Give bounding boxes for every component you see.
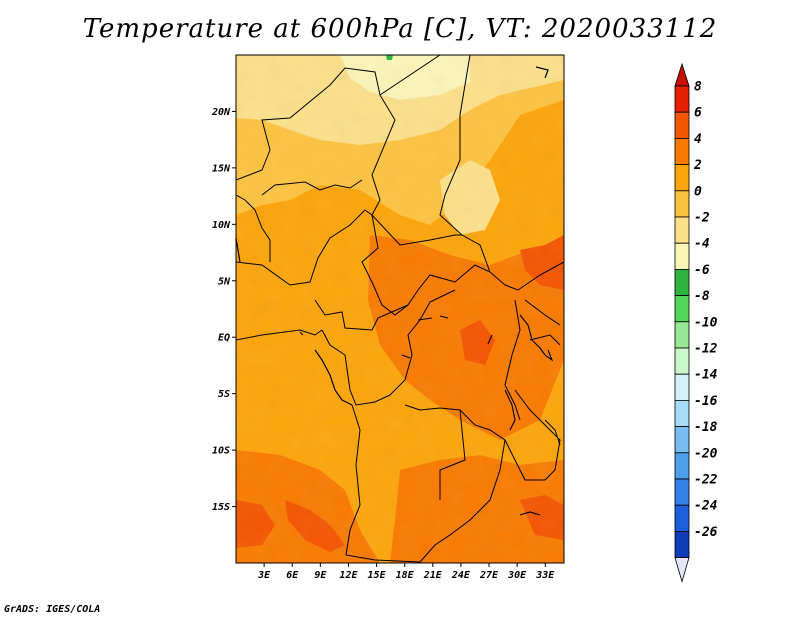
colorbar-swatch xyxy=(674,426,690,454)
colorbar: 8 6 4 2 0 -2 -4 -6 -8 -10 -12 -14 -16 -18 -20 -22 -24 -26 xyxy=(674,62,718,584)
colorbar-swatch xyxy=(674,399,690,427)
colorbar-swatch xyxy=(674,295,690,323)
colorbar-swatch xyxy=(674,164,690,192)
lon-tick-label: 15E xyxy=(368,570,387,581)
colorbar-label: -24 xyxy=(694,499,718,514)
colorbar-swatch xyxy=(674,531,690,559)
lon-tick-label: 24E xyxy=(451,570,471,581)
lat-tick-label: 10S xyxy=(212,446,230,457)
lon-tick-label: 21E xyxy=(423,570,443,581)
colorbar-label: -6 xyxy=(694,263,710,278)
colorbar-label: -20 xyxy=(694,446,718,461)
colorbar-label: 4 xyxy=(694,132,702,147)
colorbar-swatch xyxy=(674,216,690,244)
colorbar-swatch xyxy=(674,478,690,506)
lakes xyxy=(299,314,554,516)
lat-tick-label: 5N xyxy=(218,276,231,287)
colorbar-bottom-cap xyxy=(674,557,690,584)
colorbar-swatch xyxy=(674,347,690,375)
axis-layer: 20N 15N 10N 5N EQ 5S 10S 15S 3E 6E 9E 12E 15E 18E 21E 2… xyxy=(211,107,555,581)
lon-tick-label: 9E xyxy=(314,570,327,581)
colorbar-swatch xyxy=(674,504,690,532)
chart-title: Temperature at 600hPa [C], VT: 202003311… xyxy=(82,14,718,44)
colorbar-label: -12 xyxy=(694,342,718,357)
colorbar-label: 8 xyxy=(694,80,702,95)
colorbar-swatch xyxy=(674,190,690,218)
country-boundaries xyxy=(236,55,564,563)
lon-tick-label: 12E xyxy=(339,570,358,581)
lat-tick-label: 10N xyxy=(212,220,231,231)
lon-tick-label: 33E xyxy=(535,570,555,581)
map-frame xyxy=(235,54,565,564)
coastline xyxy=(236,66,549,406)
colorbar-label: -4 xyxy=(694,237,710,252)
colorbar-swatch xyxy=(674,111,690,139)
colorbar-label: 6 xyxy=(694,106,702,121)
lon-tick-label: 3E xyxy=(257,570,271,581)
colorbar-label: -8 xyxy=(694,289,710,304)
lat-tick-label: EQ xyxy=(218,333,230,344)
colorbar-label: -10 xyxy=(694,315,718,330)
lat-tick-label: 5S xyxy=(218,389,230,400)
colorbar-swatch xyxy=(674,268,690,296)
colorbar-swatch xyxy=(674,373,690,401)
colorbar-label: -22 xyxy=(694,473,718,488)
map-panel xyxy=(236,55,564,563)
colorbar-label: -16 xyxy=(694,394,718,409)
lon-tick-label: 6E xyxy=(286,570,299,581)
colorbar-label: 2 xyxy=(693,158,702,173)
colorbar-label: -14 xyxy=(694,368,718,383)
colorbar-label: -18 xyxy=(694,420,718,435)
colorbar-swatch xyxy=(674,85,690,113)
colorbar-swatch xyxy=(674,137,690,165)
colorbar-label: -26 xyxy=(694,525,718,540)
colorbar-label: -2 xyxy=(694,211,710,226)
colorbar-swatch xyxy=(674,321,690,349)
lat-tick-label: 15N xyxy=(212,163,231,174)
colorbar-swatch xyxy=(674,452,690,480)
lon-tick-label: 18E xyxy=(396,570,415,581)
lat-tick-label: 20N xyxy=(211,107,231,118)
lat-tick-label: 15S xyxy=(212,502,230,513)
colorbar-top-cap xyxy=(674,62,690,87)
colorbar-swatch xyxy=(674,242,690,270)
colorbar-label: 0 xyxy=(694,184,702,199)
lon-tick-label: 27E xyxy=(479,570,499,581)
grads-credit: GrADS: IGES/COLA xyxy=(4,604,101,615)
lon-tick-label: 30E xyxy=(507,570,527,581)
